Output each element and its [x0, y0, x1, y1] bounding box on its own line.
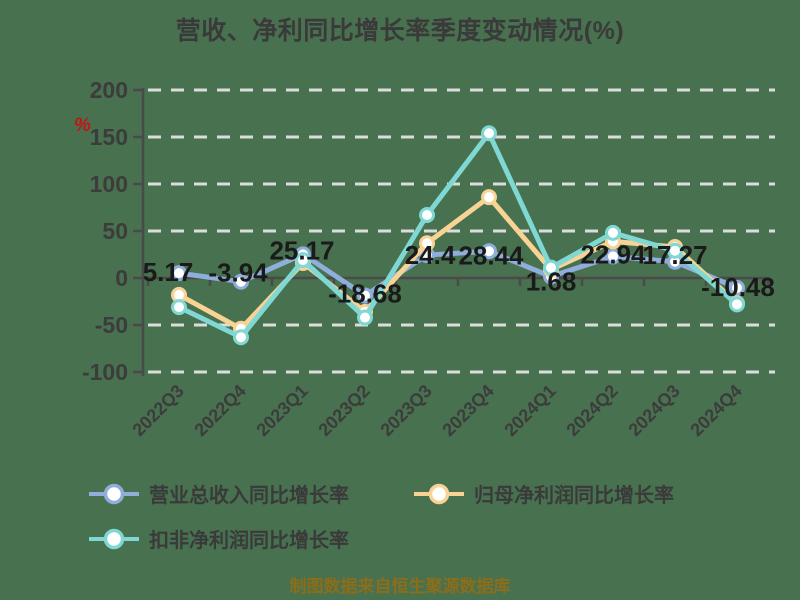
- svg-text:2024Q1: 2024Q1: [500, 381, 559, 440]
- svg-text:2023Q2: 2023Q2: [314, 381, 373, 440]
- svg-text:-3.94: -3.94: [208, 258, 268, 288]
- svg-text:200: 200: [90, 77, 128, 103]
- svg-text:2022Q3: 2022Q3: [128, 381, 187, 440]
- svg-text:2024Q3: 2024Q3: [624, 381, 683, 440]
- legend-label-net-profit: 归母净利润同比增长率: [474, 485, 674, 507]
- legend-marker-non-gaap: [89, 528, 139, 549]
- data-source-note: 制图数据来自恒生聚源数据库: [289, 577, 511, 596]
- legend-label-revenue: 营业总收入同比增长率: [149, 485, 349, 507]
- svg-text:2024Q2: 2024Q2: [562, 381, 621, 440]
- legend-item-revenue-yoy[interactable]: 营业总收入同比增长率: [88, 479, 349, 508]
- svg-text:100: 100: [90, 171, 128, 197]
- svg-text:17.27: 17.27: [642, 240, 707, 270]
- svg-text:-10.48: -10.48: [701, 272, 775, 302]
- svg-text:0: 0: [115, 265, 128, 291]
- legend-label-non-gaap: 扣非净利润同比增长率: [149, 530, 349, 552]
- svg-text:-50: -50: [95, 312, 128, 338]
- legend-item-net-profit-yoy[interactable]: 归母净利润同比增长率: [413, 479, 674, 508]
- svg-text:2023Q1: 2023Q1: [252, 381, 311, 440]
- series-revenue-yoy: [171, 243, 745, 304]
- svg-text:2023Q4: 2023Q4: [438, 381, 497, 440]
- svg-text:2023Q3: 2023Q3: [376, 381, 435, 440]
- svg-text:2022Q4: 2022Q4: [190, 381, 249, 440]
- svg-text:24.4: 24.4: [405, 240, 456, 270]
- legend-marker-net-profit: [414, 483, 464, 504]
- svg-text:25.17: 25.17: [269, 235, 334, 265]
- svg-text:2024Q4: 2024Q4: [686, 381, 745, 440]
- svg-text:28.44: 28.44: [458, 240, 524, 270]
- legend-item-non-gaap-profit-yoy[interactable]: 扣非净利润同比增长率: [88, 524, 349, 553]
- svg-text:-18.68: -18.68: [328, 279, 402, 309]
- legend-marker-revenue: [89, 483, 139, 504]
- y-axis: 200 150 100 50 0 -50 -100: [82, 77, 145, 385]
- svg-text:50: 50: [102, 218, 128, 244]
- svg-text:22.94: 22.94: [580, 239, 646, 269]
- percent-unit-icon: %: [74, 115, 91, 136]
- svg-text:150: 150: [90, 124, 128, 150]
- svg-text:5.17: 5.17: [143, 257, 194, 287]
- svg-text:-100: -100: [82, 359, 128, 385]
- series-non-gaap-profit-yoy: [171, 125, 745, 346]
- svg-text:1.68: 1.68: [526, 266, 577, 296]
- chart-title: 营收、净利同比增长率季度变动情况(%): [175, 17, 625, 45]
- x-axis-labels: 2022Q3 2022Q4 2023Q1 2023Q2 2023Q3 2023Q4 2024…: [128, 381, 745, 440]
